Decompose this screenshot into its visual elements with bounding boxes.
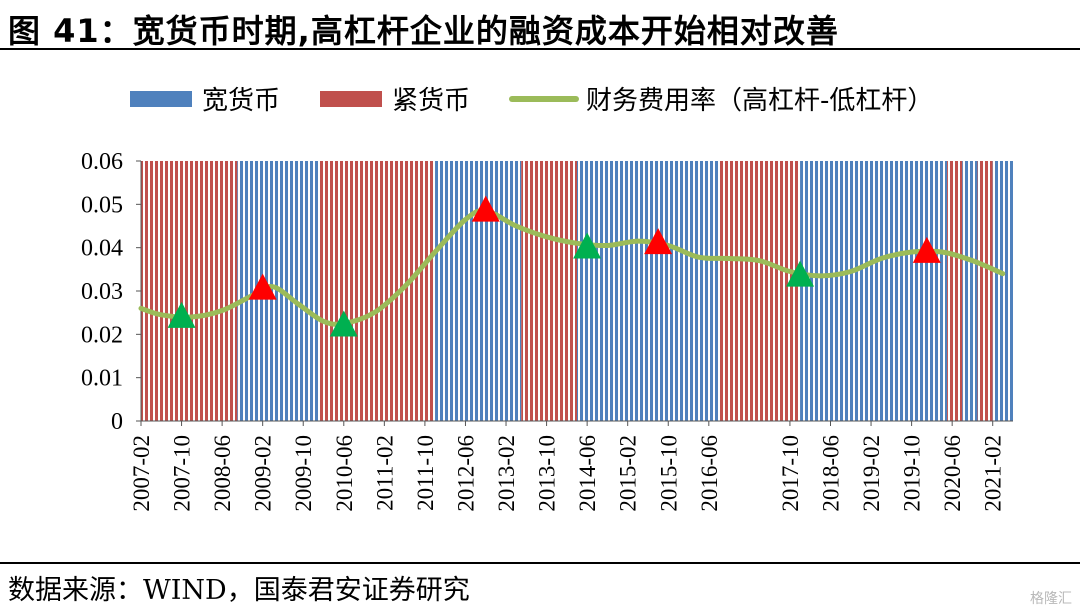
- peak-triangle-marker: [912, 236, 941, 263]
- figure-title: 图 41：宽货币时期,高杠杆企业的融资成本开始相对改善: [8, 12, 839, 50]
- x-tick-label: 2009-02: [251, 435, 276, 512]
- regime-band-tight: [947, 161, 963, 421]
- x-tick-label: 2011-10: [413, 435, 438, 511]
- y-tick-label: 0: [111, 409, 123, 435]
- x-tick-label: 2009-10: [291, 435, 316, 512]
- y-tick-label: 0.05: [81, 192, 123, 218]
- x-tick-label: 2007-02: [129, 435, 154, 512]
- watermark: 格隆汇: [1030, 591, 1072, 607]
- legend-label-loose: 宽货币: [202, 86, 280, 116]
- x-tick-label: 2015-10: [656, 435, 681, 512]
- peak-triangle-marker: [248, 273, 277, 300]
- peak-triangle-marker: [471, 195, 500, 222]
- x-tick-label: 2020-06: [940, 435, 965, 512]
- regime-band-tight: [318, 161, 436, 421]
- regime-band-loose: [435, 161, 522, 421]
- regime-band-loose: [800, 161, 948, 421]
- legend-label-tight: 紧货币: [392, 86, 470, 116]
- x-tick-label: 2019-02: [859, 435, 884, 512]
- x-tick-label: 2007-10: [170, 435, 195, 512]
- x-tick-label: 2019-10: [900, 435, 925, 512]
- x-tick-label: 2011-02: [372, 435, 397, 511]
- regime-band-loose: [962, 161, 978, 421]
- y-tick-label: 0.06: [81, 149, 123, 175]
- markers: [167, 195, 941, 337]
- legend-swatch-loose: [130, 91, 192, 107]
- x-tick-label: 2008-06: [210, 435, 235, 512]
- x-tick-label: 2013-02: [494, 435, 519, 512]
- trough-triangle-marker: [573, 232, 602, 259]
- title-rule: [0, 48, 1080, 50]
- y-tick-label: 0.04: [81, 236, 123, 262]
- x-tick-label: 2012-06: [453, 435, 478, 512]
- legend: 宽货币 紧货币 财务费用率（高杠杆-低杠杆）: [130, 86, 933, 116]
- source-note: 数据来源：WIND，国泰君安证券研究: [8, 575, 470, 606]
- x-tick-label: 2010-06: [332, 435, 357, 512]
- x-tick-label: 2016-06: [697, 435, 722, 512]
- peak-triangle-marker: [644, 228, 673, 255]
- regime-band-tight: [977, 161, 993, 421]
- legend-swatch-tight: [320, 91, 382, 107]
- regime-band-loose: [577, 161, 719, 421]
- x-tick-label: 2013-10: [535, 435, 560, 512]
- axes: 0 0.01 0.02 0.03 0.04 0.05 0.06 2007-02 2007-10 2…: [81, 149, 1013, 512]
- x-tick-label: 2014-06: [575, 435, 600, 512]
- y-tick-label: 0.02: [81, 322, 123, 348]
- x-tick-label: 2017-10: [778, 435, 803, 512]
- trough-triangle-marker: [786, 260, 815, 287]
- regime-band-tight: [141, 161, 238, 421]
- trough-triangle-marker: [167, 301, 196, 328]
- y-tick-label: 0.03: [81, 279, 123, 305]
- regime-band-loose: [992, 161, 1013, 421]
- regime-band-tight: [521, 161, 577, 421]
- trough-triangle-marker: [329, 310, 358, 337]
- y-tick-label: 0.01: [81, 366, 123, 392]
- x-tick-label: 2015-02: [616, 435, 641, 512]
- x-tick-label: 2018-06: [818, 435, 843, 512]
- x-tick-label: 2021-02: [981, 435, 1006, 512]
- regime-bands: [141, 161, 1013, 421]
- regime-band-tight: [718, 161, 801, 421]
- source-rule: [0, 562, 1080, 564]
- legend-label-line: 财务费用率（高杠杆-低杠杆）: [586, 86, 933, 116]
